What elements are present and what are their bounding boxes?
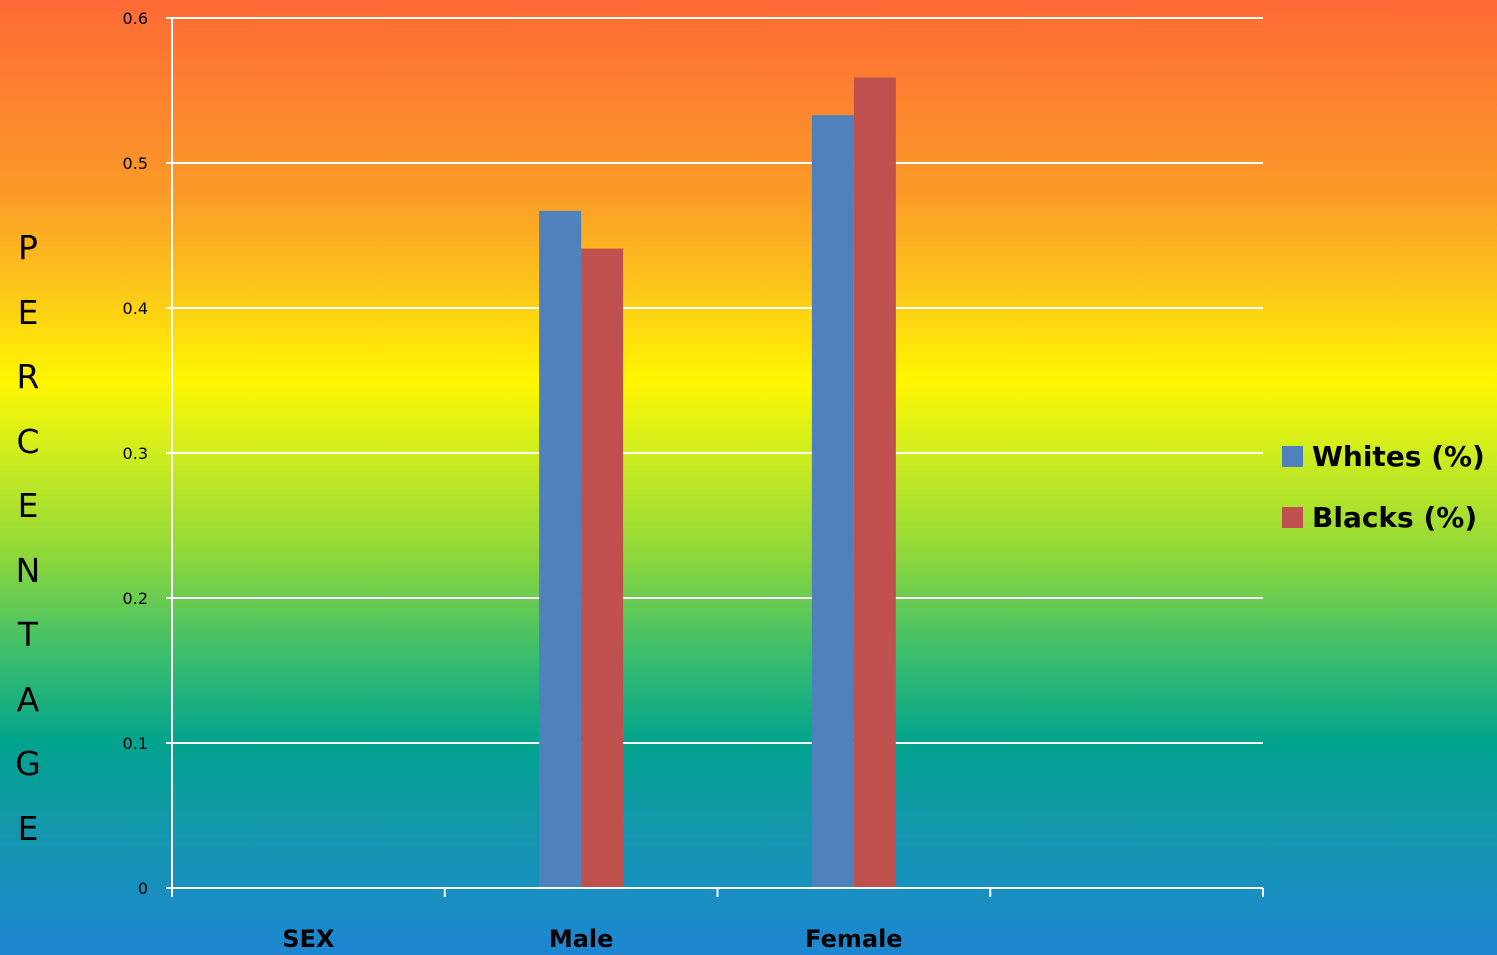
legend-swatch-blacks [1282, 507, 1303, 528]
legend-label-whites: Whites (%) [1312, 440, 1485, 473]
bar-whites-male [539, 210, 582, 889]
legend-label-blacks: Blacks (%) [1312, 501, 1478, 534]
y-tick-label: 0.3 [123, 444, 148, 463]
y-tick-label: 0.2 [123, 589, 148, 608]
y-axis-label-letter: T [17, 615, 39, 654]
y-tick-label: 0 [138, 879, 148, 898]
bar-whites-female [811, 115, 854, 888]
bar-blacks-male [581, 248, 624, 889]
y-axis-label-letter: R [16, 357, 40, 396]
y-axis-label-letter: E [17, 808, 39, 848]
x-category-label: SEX [282, 925, 335, 953]
y-axis-label-letter: N [15, 550, 41, 590]
x-category-label: Female [805, 925, 902, 953]
y-axis-label-letter: E [17, 486, 39, 525]
legend-swatch-whites [1282, 446, 1303, 467]
legend-item-blacks: Blacks (%) [1282, 501, 1477, 534]
y-tick-label: 0.5 [123, 154, 148, 173]
y-tick-label: 0.6 [123, 9, 148, 28]
y-axis-label-letter: C [16, 421, 40, 461]
y-axis-label-letter: P [18, 228, 38, 267]
y-axis-label-letter: A [16, 679, 40, 719]
y-tick-label: 0.1 [123, 734, 148, 753]
x-category-label: Male [549, 925, 614, 953]
y-axis-label-letter: E [17, 292, 39, 332]
y-tick-label: 0.4 [123, 299, 148, 318]
legend-item-whites: Whites (%) [1282, 440, 1485, 473]
bar-blacks-female [853, 77, 896, 888]
y-axis-label-letter: G [15, 744, 41, 783]
